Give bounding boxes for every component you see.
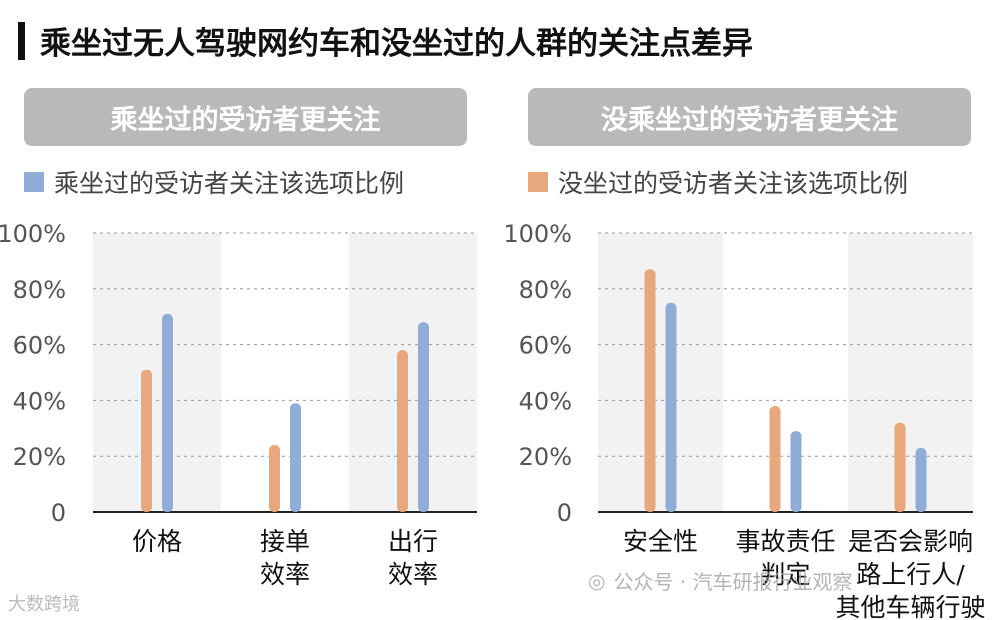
x-category-label: 事故责任判定 [735, 527, 835, 589]
page-title: 乘坐过无人驾驶网约车和没坐过的人群的关注点差异 [40, 26, 753, 62]
right-legend-label: 没坐过的受访者关注该选项比例 [558, 169, 909, 198]
y-tick-label: 100% [503, 220, 572, 248]
x-category-label: 是否会影响路上行人/其他车辆行驶 [835, 527, 985, 620]
bar-orange [397, 350, 408, 512]
watermark-left-text: 大数跨境 [8, 594, 80, 615]
x-category-label: 接单效率 [260, 527, 310, 589]
right-legend: 没坐过的受访者关注该选项比例 [528, 164, 908, 200]
bar-blue [418, 322, 429, 512]
bar-orange [141, 369, 152, 512]
category-band [93, 233, 221, 512]
bar-blue [665, 302, 677, 512]
bar-orange [769, 405, 781, 512]
left-legend: 乘坐过的受访者关注该选项比例 [24, 164, 404, 200]
y-tick-label: 80% [13, 276, 66, 304]
watermark-left: 大数跨境 [8, 590, 80, 616]
category-band [848, 233, 973, 512]
bar-orange [894, 422, 906, 512]
wechat-icon: ◎ [588, 568, 606, 593]
watermark-right-text: 公众号 · 汽车研报行业观察 [613, 570, 853, 594]
category-band [349, 233, 477, 512]
x-category-label: 出行效率 [388, 527, 438, 589]
legend-swatch-blue [24, 172, 44, 192]
left-legend-label: 乘坐过的受访者关注该选项比例 [54, 169, 405, 198]
y-tick-label: 40% [13, 387, 66, 415]
chart-0: 0 20% 40% 60% 80% 100% 价格 接单效率 出行效率 [0, 220, 477, 589]
x-category-label: 价格 [132, 527, 182, 556]
y-tick-label: 20% [13, 443, 66, 471]
bar-orange [269, 445, 280, 512]
y-tick-label: 80% [519, 276, 572, 304]
bar-orange [644, 269, 656, 512]
title-accent-bar [18, 22, 25, 60]
bar-blue [790, 431, 802, 512]
right-panel-header: 没乘坐过的受访者更关注 [528, 88, 971, 146]
y-tick-label: 60% [519, 332, 572, 360]
y-tick-label: 100% [0, 220, 66, 248]
watermark-right: ◎ 公众号 · 汽车研报行业观察 [588, 566, 853, 595]
chart-1: 0 20% 40% 60% 80% 100% 安全性 事故责任判定是否会影响路上行人/其他车辆… [503, 220, 985, 620]
left-panel-header: 乘坐过的受访者更关注 [24, 88, 467, 146]
y-tick-label: 0 [51, 499, 66, 527]
y-tick-label: 20% [519, 443, 572, 471]
bar-blue [162, 313, 173, 512]
legend-swatch-orange [528, 172, 548, 192]
bar-blue [290, 403, 301, 512]
y-tick-label: 0 [557, 499, 572, 527]
category-band [598, 233, 723, 512]
bar-blue [915, 447, 927, 512]
y-tick-label: 40% [519, 387, 572, 415]
x-category-label: 安全性 [623, 527, 698, 556]
y-tick-label: 60% [13, 332, 66, 360]
